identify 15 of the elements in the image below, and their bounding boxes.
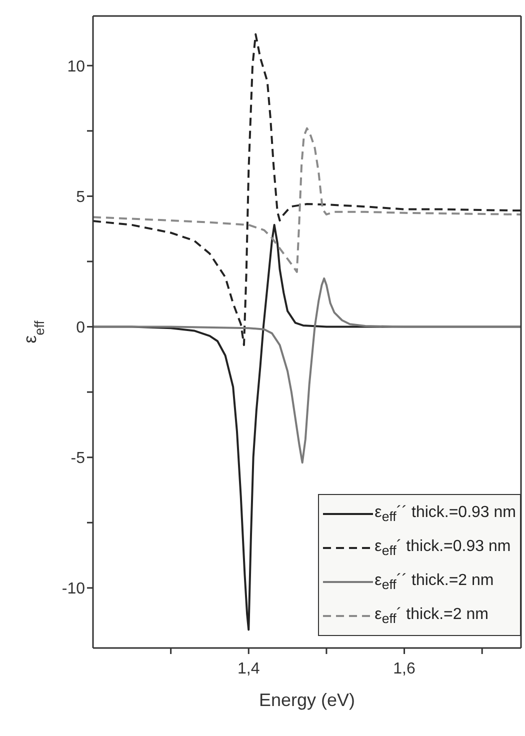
- y-tick-label: -5: [70, 450, 86, 468]
- legend-label: ε$_{eff}$´´ thick.=2 nm: [374, 572, 494, 592]
- line-series: [93, 33, 521, 346]
- x-tick-label: 1,4: [238, 660, 260, 678]
- line-series: [93, 277, 521, 464]
- legend-label: ε$_{eff}$´´ thick.=0.93 nm: [374, 504, 516, 524]
- y-tick-label: 0: [76, 319, 86, 336]
- line-series: [93, 127, 521, 273]
- legend-label: ε$_{eff}$´ thick.=2 nm: [374, 606, 488, 626]
- y-tick-label: 10: [67, 58, 86, 76]
- y-tick-label: 5: [76, 188, 86, 206]
- legend-label: ε$_{eff}$´ thick.=0.93 nm: [374, 538, 511, 558]
- x-tick-label: 1,6: [393, 660, 416, 678]
- x-axis-title: Energy (eV): [258, 690, 356, 710]
- y-tick-label: -10: [62, 580, 86, 598]
